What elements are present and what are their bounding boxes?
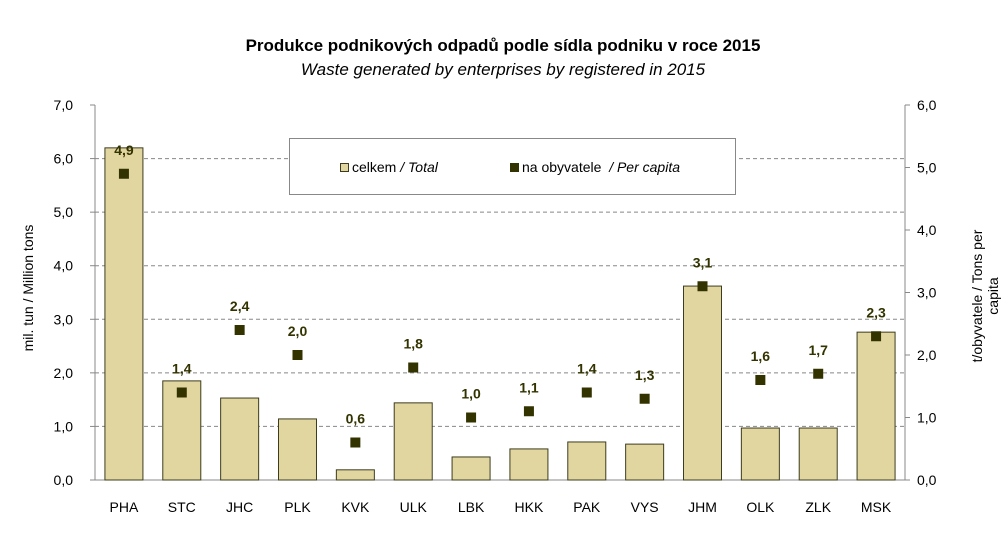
x-tick-label: JHM (688, 499, 717, 515)
legend-swatch-total (340, 162, 349, 172)
bar-jhc (220, 397, 260, 481)
y-tick-label-right: 2,0 (917, 347, 937, 363)
marker-pha (118, 168, 129, 179)
y-tick-label-right: 5,0 (917, 160, 937, 176)
marker-olk (755, 375, 766, 385)
marker-msk (871, 331, 882, 342)
x-tick-label: PAK (573, 499, 601, 515)
y-tick-label-left: 6,0 (54, 151, 74, 167)
data-label: 1,8 (403, 336, 423, 352)
x-tick-label: VYS (631, 499, 659, 515)
marker-lbk (466, 412, 477, 423)
marker-ulk (408, 362, 419, 373)
x-tick-label: STC (168, 499, 196, 515)
x-tick-label: ULK (400, 499, 428, 515)
y-tick-label-left: 5,0 (54, 204, 74, 220)
y-axis-right-label: t/obyvatele / Tons per capita (969, 229, 1001, 363)
marker-zlk (813, 368, 824, 379)
data-label: 1,1 (519, 379, 539, 395)
data-label: 3,1 (693, 254, 713, 270)
y-axis-left-label: mil. tun / Million tons (20, 224, 36, 352)
data-label: 1,3 (635, 367, 655, 383)
x-tick-label: PHA (110, 499, 139, 515)
bar-olk (740, 427, 780, 481)
legend-item-percap: na obyvatele / Per capita (510, 159, 680, 175)
data-label: 1,6 (751, 348, 771, 364)
legend-swatch-percap (510, 162, 519, 172)
y-tick-label-right: 3,0 (917, 285, 937, 301)
chart-title: Produkce podnikových odpadů podle sídla … (245, 36, 761, 55)
legend-label-percap: na obyvatele (522, 159, 602, 175)
data-label: 1,4 (577, 361, 597, 377)
data-label: 2,3 (866, 304, 886, 320)
legend-label-percap-en: / Per capita (609, 159, 681, 175)
bar-zlk (798, 427, 838, 481)
x-tick-label: MSK (861, 499, 892, 515)
x-tick-label: LBK (458, 499, 485, 515)
data-label: 1,7 (808, 342, 828, 358)
legend-label-total: celkem (352, 159, 397, 175)
bar-ulk (393, 402, 433, 481)
legend: celkem / Total na obyvatele / Per capita (289, 138, 736, 195)
marker-hkk (523, 406, 534, 417)
bar-msk (856, 331, 896, 481)
y-tick-label-left: 0,0 (54, 472, 74, 488)
data-label: 2,0 (288, 323, 308, 339)
y-tick-label-right: 4,0 (917, 222, 937, 238)
data-label: 4,9 (114, 142, 134, 158)
y-tick-label-left: 2,0 (54, 365, 74, 381)
marker-stc (176, 387, 187, 398)
marker-jhc (234, 325, 245, 335)
data-label: 1,4 (172, 361, 192, 377)
bar-plk (278, 418, 317, 481)
data-label: 2,4 (230, 298, 250, 314)
y-tick-label-right: 6,0 (917, 97, 937, 113)
y-tick-label-right: 1,0 (917, 410, 937, 426)
data-label: 1,0 (461, 386, 481, 402)
x-tick-label: ZLK (805, 499, 831, 515)
chart-subtitle: Waste generated by enterprises by regist… (300, 60, 706, 79)
bar-jhm (683, 285, 722, 481)
marker-pak (581, 387, 592, 398)
data-label: 0,6 (346, 411, 366, 427)
y-tick-label-left: 7,0 (54, 97, 74, 113)
x-tick-label: HKK (515, 499, 544, 515)
bar-hkk (509, 448, 549, 481)
x-tick-label: PLK (284, 499, 311, 515)
marker-vys (639, 393, 650, 404)
x-tick-label: OLK (746, 499, 775, 515)
bar-pha (104, 147, 144, 481)
bar-vys (625, 443, 665, 481)
y-tick-label-right: 0,0 (917, 472, 937, 488)
bar-pak (567, 441, 607, 481)
marker-plk (292, 350, 303, 360)
y-tick-label-left: 4,0 (54, 258, 74, 274)
x-tick-label: KVK (341, 499, 370, 515)
marker-kvk (350, 437, 361, 448)
bar-lbk (451, 456, 491, 481)
y-tick-label-left: 3,0 (54, 311, 74, 327)
legend-item-total: celkem / Total (340, 159, 438, 175)
marker-jhm (697, 281, 708, 292)
x-tick-label: JHC (226, 499, 253, 515)
y-tick-label-left: 1,0 (54, 418, 74, 434)
bar-kvk (335, 469, 375, 481)
legend-label-total-en: / Total (400, 159, 438, 175)
